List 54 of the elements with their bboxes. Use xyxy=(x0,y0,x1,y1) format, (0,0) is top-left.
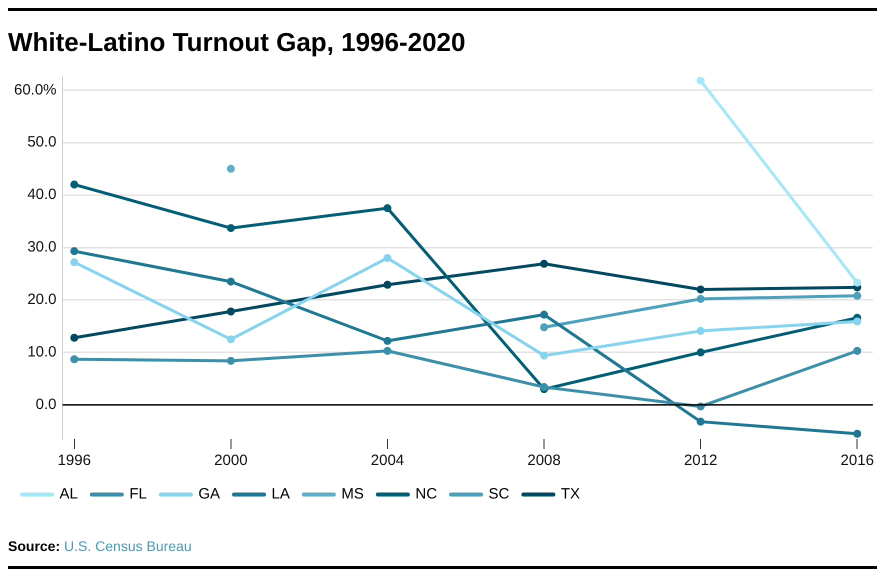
point xyxy=(226,308,235,316)
point xyxy=(70,258,78,266)
x-tick-label: 1996 xyxy=(58,452,91,470)
point xyxy=(383,254,392,262)
x-tick-label: 2016 xyxy=(840,452,874,470)
point xyxy=(70,334,78,342)
legend-label: NC xyxy=(415,486,438,503)
y-tick-label: 30.0 xyxy=(27,238,57,256)
point xyxy=(540,323,548,332)
y-tick-label: 20.0 xyxy=(27,291,57,308)
y-tick-label: 0.0 xyxy=(36,396,57,414)
point xyxy=(853,278,862,287)
point xyxy=(696,77,705,85)
legend-label: AL xyxy=(60,486,78,503)
y-tick-label: 60.0% xyxy=(14,81,57,98)
point xyxy=(853,292,862,300)
legend-label: GA xyxy=(198,486,220,503)
x-tick-label: 2008 xyxy=(527,452,561,470)
point xyxy=(383,280,392,289)
point xyxy=(853,430,862,438)
point xyxy=(540,352,548,360)
point xyxy=(696,294,705,303)
source-note: Source: U.S. Census Bureau xyxy=(8,538,192,554)
legend-label: MS xyxy=(341,486,364,503)
chart-title: White-Latino Turnout Gap, 1996-2020 xyxy=(8,27,466,58)
point xyxy=(696,285,705,294)
x-tick-label: 2012 xyxy=(684,452,718,470)
point xyxy=(696,418,705,426)
point xyxy=(540,310,548,319)
point xyxy=(226,224,235,232)
point xyxy=(696,348,705,356)
y-tick-label: 10.0 xyxy=(27,344,57,361)
point xyxy=(383,336,392,345)
point xyxy=(70,355,78,364)
point xyxy=(70,247,78,256)
x-tick-label: 2004 xyxy=(370,452,404,470)
point xyxy=(540,260,548,268)
point xyxy=(853,346,862,355)
point xyxy=(226,164,235,173)
point xyxy=(226,335,235,344)
point xyxy=(853,317,862,326)
point xyxy=(226,356,235,365)
point xyxy=(226,278,235,286)
x-tick-label: 2000 xyxy=(214,452,248,470)
point xyxy=(383,204,392,212)
point xyxy=(70,180,78,189)
y-tick-label: 50.0 xyxy=(27,134,57,151)
point xyxy=(696,326,705,335)
legend-label: SC xyxy=(488,486,510,503)
y-tick-label: 40.0 xyxy=(27,186,57,204)
legend-label: LA xyxy=(272,486,290,503)
point xyxy=(383,346,392,355)
legend-label: FL xyxy=(129,486,147,503)
legend-label: TX xyxy=(560,486,580,503)
